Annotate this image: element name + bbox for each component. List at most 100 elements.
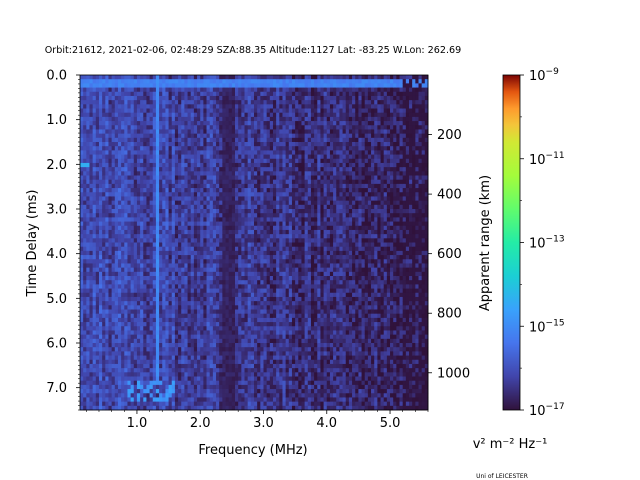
heatmap-cell [136, 284, 141, 289]
heatmap-cell [238, 217, 242, 222]
heatmap-cell [212, 334, 217, 340]
heatmap-cell [149, 309, 154, 315]
heatmap-cell [149, 363, 154, 369]
heatmap-cell [269, 188, 274, 193]
heatmap-cell [98, 313, 103, 319]
heatmap-cell [117, 250, 122, 256]
heatmap-cell [257, 183, 261, 189]
heatmap-cell [162, 280, 166, 285]
heatmap-cell [254, 229, 258, 235]
heatmap-cell [114, 380, 119, 386]
heatmap-cell [159, 142, 163, 147]
heatmap-cell [190, 313, 195, 319]
heatmap-cell [269, 142, 274, 147]
heatmap-cell [98, 238, 103, 243]
heatmap-cell [187, 112, 192, 118]
heatmap-cell [143, 397, 147, 403]
heatmap-cell [260, 225, 264, 231]
heatmap-cell [95, 213, 100, 218]
heatmap-cell [121, 384, 125, 390]
heatmap-cell [193, 301, 198, 306]
heatmap-cell [80, 242, 84, 248]
heatmap-cell [92, 376, 97, 382]
heatmap-cell [152, 229, 157, 235]
heatmap-cell [219, 192, 223, 197]
heatmap-cell [190, 188, 195, 193]
heatmap-cell [133, 217, 138, 222]
heatmap-cell [190, 142, 195, 147]
heatmap-cell [168, 259, 173, 264]
heatmap-cell [238, 83, 242, 88]
heatmap-cell [162, 133, 166, 139]
heatmap-cell [241, 112, 245, 118]
heatmap-cell [140, 343, 144, 348]
heatmap-cell [260, 368, 264, 373]
heatmap-cell [257, 326, 261, 331]
heatmap-cell [168, 154, 173, 160]
heatmap-cell [257, 384, 261, 390]
heatmap-cell [250, 75, 255, 80]
heatmap-cell [193, 146, 198, 151]
heatmap-cell [216, 271, 220, 277]
heatmap-cell [108, 326, 113, 331]
heatmap-cell [228, 87, 233, 93]
heatmap-cell [86, 246, 90, 252]
heatmap-cell [130, 91, 135, 97]
heatmap-cell [168, 368, 173, 373]
heatmap-cell [260, 405, 264, 411]
heatmap-cell [206, 200, 211, 206]
heatmap-cell [228, 225, 233, 231]
heatmap-cell [95, 229, 100, 235]
heatmap-cell [197, 95, 201, 101]
heatmap-cell [140, 75, 144, 80]
heatmap-cell [200, 359, 204, 365]
heatmap-cell [127, 271, 132, 277]
heatmap-cell [83, 204, 87, 210]
heatmap-cell [168, 158, 173, 164]
heatmap-cell [178, 175, 182, 181]
heatmap-cell [181, 276, 185, 281]
heatmap-cell [247, 238, 252, 243]
heatmap-cell [260, 401, 264, 407]
heatmap-cell [254, 263, 258, 269]
heatmap-cell [162, 87, 166, 93]
heatmap-cell [225, 175, 230, 181]
heatmap-cell [228, 259, 233, 264]
heatmap-cell [108, 305, 113, 310]
heatmap-cell [95, 108, 100, 114]
heatmap-cell [92, 368, 97, 373]
heatmap-cell [174, 368, 179, 373]
heatmap-cell [266, 175, 271, 181]
heatmap-cell [80, 108, 84, 114]
heatmap-cell [206, 305, 211, 310]
heatmap-cell [250, 112, 255, 118]
heatmap-cell [181, 217, 185, 222]
heatmap-cell [108, 368, 113, 373]
heatmap-cell [117, 79, 122, 84]
heatmap-cell [238, 95, 242, 101]
heatmap-cell [178, 322, 182, 327]
heatmap-cell [152, 292, 157, 298]
heatmap-cell [178, 401, 182, 407]
heatmap-cell [95, 167, 100, 172]
heatmap-cell [222, 330, 226, 336]
heatmap-cell [219, 280, 223, 285]
heatmap-cell [200, 146, 204, 151]
heatmap-cell [121, 125, 125, 130]
heatmap-cell [197, 129, 201, 135]
heatmap-cell [216, 305, 220, 310]
heatmap-cell [121, 305, 125, 310]
heatmap-cell [238, 196, 242, 202]
heatmap-cell [117, 351, 122, 356]
heatmap-cell [184, 296, 188, 302]
heatmap-cell [178, 234, 182, 239]
heatmap-cell [92, 150, 97, 155]
heatmap-cell [143, 175, 147, 181]
heatmap-cell [187, 217, 192, 222]
heatmap-cell [276, 142, 280, 147]
heatmap-cell [162, 95, 166, 101]
heatmap-cell [114, 175, 119, 181]
heatmap-cell [155, 267, 160, 273]
heatmap-cell [117, 301, 122, 306]
heatmap-cell [206, 108, 211, 114]
